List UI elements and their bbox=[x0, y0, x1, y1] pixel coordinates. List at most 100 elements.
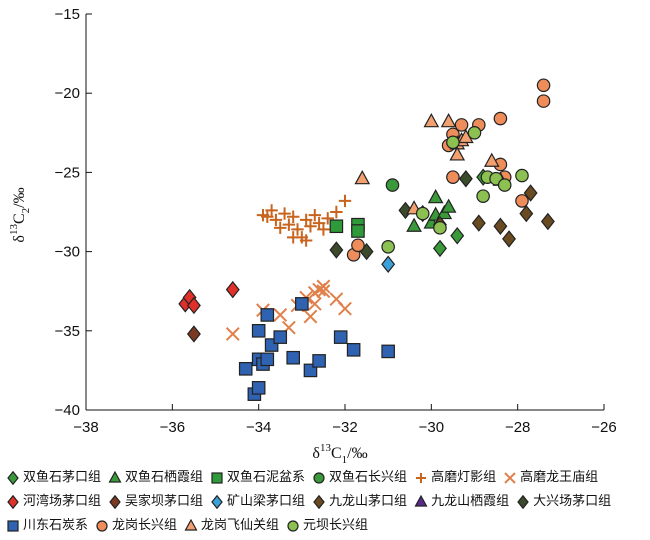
y-tick-label: −30 bbox=[55, 244, 80, 261]
data-point bbox=[536, 94, 551, 108]
y-tick-label: −25 bbox=[55, 164, 80, 181]
data-point bbox=[440, 113, 457, 128]
legend-label: 双鱼石长兴组 bbox=[329, 470, 408, 485]
legend-item: 龙岗飞仙关组 bbox=[184, 514, 279, 538]
plot-marks bbox=[178, 78, 555, 401]
data-point bbox=[261, 210, 274, 223]
data-point bbox=[476, 189, 490, 203]
y-tick-label: −15 bbox=[55, 6, 80, 23]
scatter-chart: −38 −36 −34 −32 −30 −28 −26−40−35−30−25−20−15 … bbox=[8, 6, 617, 466]
legend-item: 双鱼石长兴组 bbox=[312, 466, 407, 490]
legend-item: 双鱼石栖霞组 bbox=[108, 466, 203, 490]
data-point bbox=[519, 204, 534, 223]
legend-marker-icon bbox=[108, 471, 122, 483]
data-point bbox=[260, 308, 275, 322]
data-point bbox=[493, 111, 508, 126]
data-point bbox=[467, 126, 482, 140]
legend-label: 矿山梁茅口组 bbox=[227, 494, 306, 509]
legend-marker-icon bbox=[517, 495, 529, 509]
data-point bbox=[225, 327, 240, 341]
legend-marker-icon bbox=[416, 473, 427, 483]
data-point bbox=[287, 231, 300, 244]
data-point bbox=[299, 234, 313, 247]
data-point bbox=[186, 325, 201, 343]
legend-item: 矿山梁茅口组 bbox=[210, 490, 305, 514]
legend-marker-icon bbox=[7, 471, 19, 485]
data-point bbox=[351, 238, 365, 253]
data-point bbox=[536, 78, 551, 93]
legend-item: 九龙山栖霞组 bbox=[414, 490, 509, 514]
data-point bbox=[265, 204, 278, 217]
x-tick-label: −28 bbox=[505, 419, 530, 436]
data-point bbox=[432, 239, 447, 258]
data-point bbox=[415, 206, 430, 221]
x-tick-label: −36 bbox=[160, 419, 185, 436]
legend-marker-icon bbox=[313, 495, 325, 509]
legend-item: 双鱼石泥盆系 bbox=[210, 466, 305, 490]
data-point bbox=[471, 214, 486, 232]
data-point bbox=[317, 223, 330, 236]
data-point bbox=[238, 362, 253, 376]
legend-item: 龙岗长兴组 bbox=[95, 514, 177, 538]
tick-labels: −38 −36 −34 −32 −30 −28 −26 −40 −35 −30 −25 −20 −15 bbox=[55, 6, 617, 436]
data-point bbox=[446, 170, 460, 184]
legend-item: 九龙山茅口组 bbox=[312, 490, 407, 514]
data-point bbox=[406, 217, 422, 232]
data-point bbox=[304, 220, 317, 233]
data-point bbox=[449, 146, 466, 161]
data-point bbox=[260, 352, 275, 367]
chart-legend: 双鱼石茅口组 双鱼石栖霞组 双鱼石泥盆系 双鱼石长兴组 高磨灯影组 高磨龙王庙组 河湾场茅口… bbox=[6, 466, 650, 538]
data-point bbox=[385, 178, 400, 192]
legend-item: 河湾场茅口组 bbox=[6, 490, 101, 514]
y-tick-label: −20 bbox=[55, 85, 80, 102]
legend-item: 大兴场茅口组 bbox=[516, 490, 611, 514]
legend-label: 吴家坝茅口组 bbox=[125, 494, 204, 509]
data-point bbox=[303, 309, 318, 324]
data-point bbox=[346, 343, 361, 357]
data-point bbox=[427, 189, 444, 204]
legend-label: 大兴场茅口组 bbox=[533, 494, 612, 509]
legend-marker-icon bbox=[504, 472, 516, 484]
data-point bbox=[273, 308, 288, 322]
data-point bbox=[273, 330, 288, 344]
legend-label: 川东石炭系 bbox=[23, 518, 89, 533]
data-point bbox=[338, 301, 352, 316]
data-point bbox=[330, 205, 343, 219]
data-point bbox=[186, 296, 201, 315]
data-point bbox=[354, 170, 371, 185]
data-point bbox=[433, 221, 447, 235]
data-point bbox=[295, 297, 309, 311]
data-point bbox=[381, 344, 395, 359]
legend-marker-icon bbox=[184, 519, 198, 531]
y-axis-label: δ13C2/‰ bbox=[8, 187, 32, 242]
data-point bbox=[446, 135, 460, 150]
legend-label: 高磨灯影组 bbox=[431, 470, 497, 485]
legend-marker-icon bbox=[211, 495, 223, 509]
legend-label: 九龙山茅口组 bbox=[329, 494, 408, 509]
data-point bbox=[440, 198, 457, 213]
data-point bbox=[307, 296, 322, 311]
legend-item: 元坝长兴组 bbox=[286, 514, 368, 538]
y-tick-label: −35 bbox=[55, 323, 80, 340]
data-point bbox=[291, 223, 304, 236]
data-point bbox=[333, 330, 348, 344]
legend-marker-icon bbox=[287, 520, 299, 532]
legend-item: 川东石炭系 bbox=[6, 514, 88, 538]
legend-label: 双鱼石栖霞组 bbox=[125, 470, 204, 485]
data-point bbox=[282, 218, 296, 231]
data-point bbox=[278, 207, 291, 220]
data-point bbox=[523, 184, 538, 202]
legend-item: 吴家坝茅口组 bbox=[108, 490, 203, 514]
legend-marker-icon bbox=[313, 472, 325, 484]
legend-label: 河湾场茅口组 bbox=[23, 494, 102, 509]
legend-marker-icon bbox=[7, 520, 19, 532]
legend-label: 元坝长兴组 bbox=[303, 518, 369, 533]
data-point bbox=[515, 194, 529, 208]
data-point bbox=[251, 324, 266, 338]
legend-row: 双鱼石茅口组 双鱼石栖霞组 双鱼石泥盆系 双鱼石长兴组 高磨灯影组 高磨龙王庙组 bbox=[6, 466, 650, 490]
data-point bbox=[251, 381, 266, 395]
legend-marker-icon bbox=[7, 495, 19, 509]
data-point bbox=[381, 240, 395, 254]
data-point bbox=[316, 284, 331, 299]
data-point bbox=[286, 350, 300, 365]
